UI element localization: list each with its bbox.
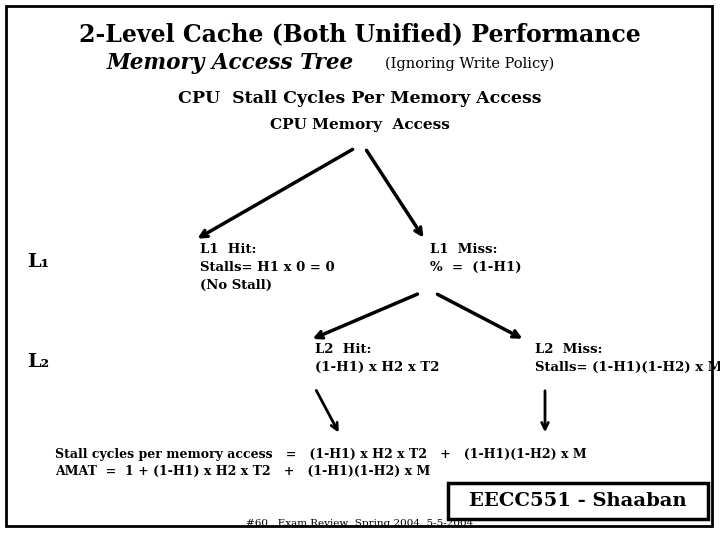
Text: EECC551 - Shaaban: EECC551 - Shaaban: [469, 492, 687, 510]
Text: L1  Miss:: L1 Miss:: [430, 243, 498, 256]
Text: #60   Exam Review  Spring 2004  5-5-2004: #60 Exam Review Spring 2004 5-5-2004: [246, 519, 474, 529]
Text: 2-Level Cache (Both Unified) Performance: 2-Level Cache (Both Unified) Performance: [79, 22, 641, 46]
Text: L2  Miss:: L2 Miss:: [535, 343, 603, 356]
Text: (No Stall): (No Stall): [200, 279, 272, 292]
Text: Stalls= H1 x 0 = 0: Stalls= H1 x 0 = 0: [200, 261, 335, 274]
Text: Stall cycles per memory access   =   (1-H1) x H2 x T2   +   (1-H1)(1-H2) x M: Stall cycles per memory access = (1-H1) …: [55, 448, 587, 461]
Text: (1-H1) x H2 x T2: (1-H1) x H2 x T2: [315, 361, 439, 374]
Text: L₁: L₁: [27, 253, 49, 271]
Bar: [448, 483, 708, 519]
Text: CPU  Stall Cycles Per Memory Access: CPU Stall Cycles Per Memory Access: [179, 90, 541, 107]
Text: CPU Memory  Access: CPU Memory Access: [270, 118, 450, 132]
Text: L₂: L₂: [27, 353, 49, 371]
Text: %  =  (1-H1): % = (1-H1): [430, 261, 521, 274]
Text: Stalls= (1-H1)(1-H2) x M: Stalls= (1-H1)(1-H2) x M: [535, 361, 720, 374]
Text: (Ignoring Write Policy): (Ignoring Write Policy): [385, 57, 554, 71]
Text: AMAT  =  1 + (1-H1) x H2 x T2   +   (1-H1)(1-H2) x M: AMAT = 1 + (1-H1) x H2 x T2 + (1-H1)(1-H…: [55, 465, 431, 478]
Text: L1  Hit:: L1 Hit:: [200, 243, 256, 256]
Text: L2  Hit:: L2 Hit:: [315, 343, 372, 356]
Text: Memory Access Tree: Memory Access Tree: [107, 52, 354, 74]
